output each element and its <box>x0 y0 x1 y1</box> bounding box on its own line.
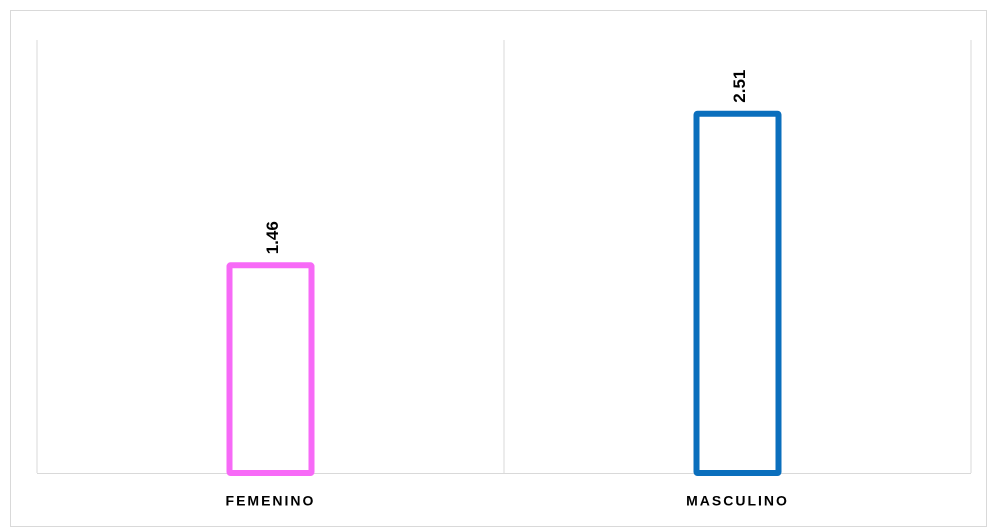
data-label: 1.46 <box>263 221 282 254</box>
data-label: 2.51 <box>730 70 749 103</box>
bar <box>693 110 782 477</box>
chart-frame <box>10 10 987 527</box>
x-tick-label: FEMENINO <box>226 493 316 509</box>
bar <box>226 262 315 477</box>
x-tick-label: MASCULINO <box>686 493 789 509</box>
